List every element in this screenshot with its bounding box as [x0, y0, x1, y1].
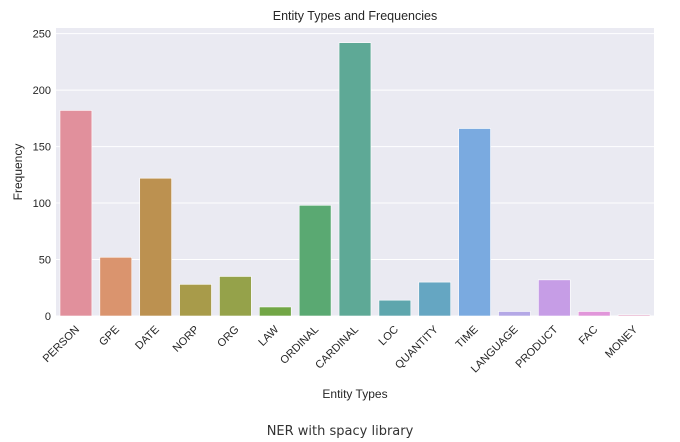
y-axis-label: Frequency: [11, 144, 25, 201]
x-tick-label: CARDINAL: [313, 324, 361, 372]
y-tick-label: 150: [33, 142, 51, 154]
bar-gpe: [99, 256, 133, 317]
x-tick-label: PERSON: [41, 324, 82, 365]
bar-loc: [378, 299, 412, 317]
x-tick-label: ORG: [215, 324, 241, 350]
y-tick-labels: 0 50 100 150 200 250: [33, 29, 51, 323]
x-tick-label: MONEY: [603, 323, 640, 360]
x-axis-label: Entity Types: [322, 387, 387, 401]
bar-time: [458, 128, 491, 317]
bar-language: [498, 311, 531, 317]
bar-cardinal: [338, 42, 372, 317]
bar-norp: [179, 284, 212, 317]
bar-org: [219, 276, 252, 317]
x-tick-label: LAW: [256, 323, 281, 348]
bar-product: [538, 279, 571, 317]
x-tick-label: TIME: [454, 324, 481, 351]
bars: [59, 42, 651, 317]
x-tick-label: FAC: [577, 324, 601, 348]
bar-quantity: [418, 281, 451, 317]
x-tick-label: LOC: [377, 324, 402, 349]
x-tick-label: DATE: [133, 324, 162, 353]
figure-caption: NER with spacy library: [266, 424, 414, 439]
bar-money: [617, 314, 651, 317]
bar-person: [59, 110, 93, 317]
x-tick-label: PRODUCT: [514, 323, 561, 370]
y-tick-label: 200: [33, 85, 51, 97]
y-tick-label: 50: [39, 255, 51, 267]
x-tick-label: NORP: [171, 324, 202, 355]
bar-ordinal: [298, 205, 332, 317]
x-tick-label: QUANTITY: [393, 323, 441, 371]
bar-date: [139, 177, 172, 317]
y-tick-label: 0: [45, 311, 51, 323]
y-tick-label: 100: [33, 198, 51, 210]
chart-title: Entity Types and Frequencies: [273, 9, 437, 23]
x-tick-label: GPE: [97, 324, 122, 349]
bar-fac: [577, 311, 611, 317]
y-tick-label: 250: [33, 29, 51, 41]
bar-law: [259, 306, 292, 317]
